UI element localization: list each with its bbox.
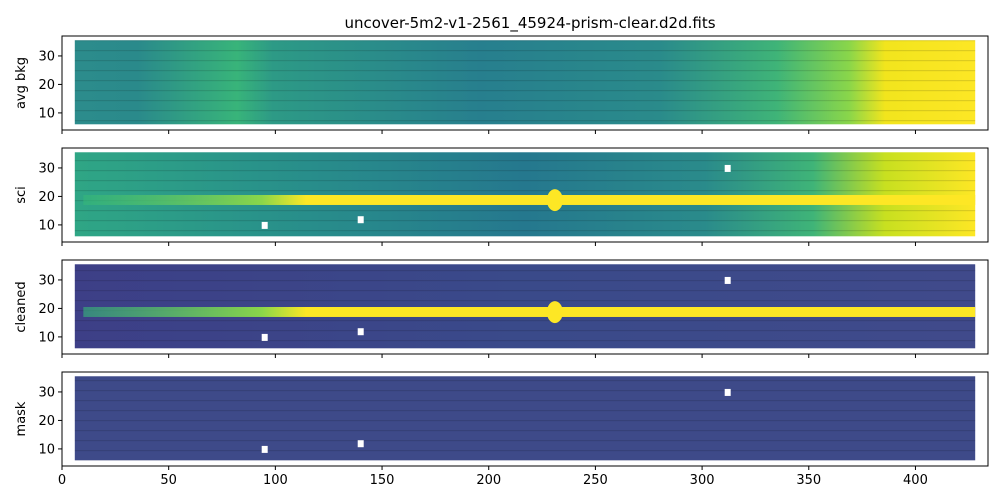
- y-tick-label: 30: [38, 385, 55, 400]
- y-tick-label: 30: [38, 49, 55, 64]
- image-stripes: [74, 152, 976, 237]
- x-tick-label: 0: [58, 473, 66, 488]
- image-stripes: [74, 376, 976, 461]
- y-axis-label: cleaned: [14, 281, 29, 332]
- y-axis-label: mask: [14, 401, 29, 436]
- y-tick-label: 10: [38, 106, 55, 121]
- x-tick-label: 250: [583, 473, 608, 488]
- y-tick-label: 10: [38, 442, 55, 457]
- y-tick-label: 30: [38, 161, 55, 176]
- masked-pixel: [261, 445, 268, 453]
- panels: 10 20 30 avg bkg 10 20 30 sci 10 20 30 cleaned 10 20 3…: [14, 35, 989, 488]
- axes-frame: [61, 35, 989, 131]
- image-stripes: [74, 264, 976, 349]
- axes-frame: [61, 147, 989, 243]
- x-tick-label: 50: [160, 473, 177, 488]
- masked-pixel: [357, 216, 364, 224]
- x-tick-label: 100: [263, 473, 288, 488]
- x-tick-label: 200: [476, 473, 501, 488]
- y-tick-label: 20: [38, 190, 55, 205]
- x-tick-label: 400: [903, 473, 928, 488]
- x-tick-label: 150: [370, 473, 395, 488]
- x-tick-label: 300: [690, 473, 715, 488]
- y-tick-label: 10: [38, 330, 55, 345]
- y-tick-label: 20: [38, 414, 55, 429]
- y-tick-label: 10: [38, 218, 55, 233]
- masked-pixel: [724, 276, 731, 284]
- x-tick-label: 350: [796, 473, 821, 488]
- axes-frame: [61, 259, 989, 355]
- y-tick-label: 20: [38, 302, 55, 317]
- panel-3: 10 20 30 mask 0 50 100 150 200 250 300 350 400: [14, 371, 989, 488]
- masked-pixel: [724, 388, 731, 396]
- panel-0: 10 20 30 avg bkg: [14, 35, 989, 134]
- spectrum-trace: [83, 307, 976, 317]
- y-axis-label: avg bkg: [14, 57, 29, 109]
- masked-pixel: [724, 164, 731, 172]
- panel-1: 10 20 30 sci: [14, 147, 989, 246]
- masked-pixel: [357, 440, 364, 448]
- y-axis-label: sci: [14, 186, 29, 204]
- axes-frame: [61, 371, 989, 467]
- y-tick-label: 20: [38, 78, 55, 93]
- y-tick-label: 30: [38, 273, 55, 288]
- masked-pixel: [261, 221, 268, 229]
- masked-pixel: [357, 328, 364, 336]
- panel-2: 10 20 30 cleaned: [14, 259, 989, 358]
- spectrum-trace: [83, 195, 976, 205]
- masked-pixel: [261, 333, 268, 341]
- trace-blob: [546, 189, 563, 212]
- image-stripes: [74, 40, 976, 125]
- figure-title: uncover-5m2-v1-2561_45924-prism-clear.d2…: [344, 14, 715, 33]
- trace-blob: [546, 301, 563, 324]
